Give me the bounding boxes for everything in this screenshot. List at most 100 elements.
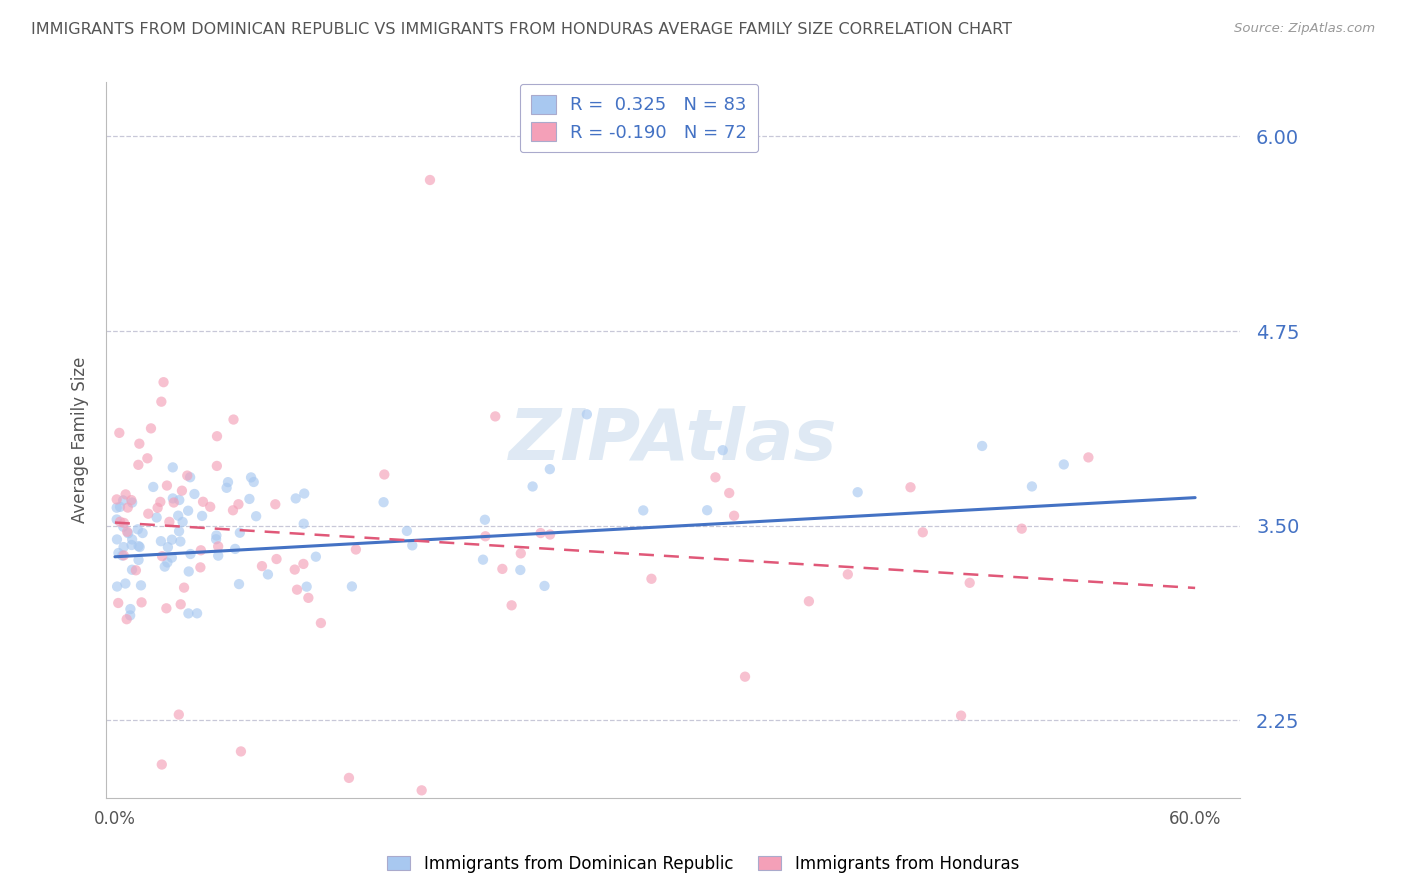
Point bbox=[163, 495, 186, 509]
Point bbox=[240, 470, 263, 484]
Point bbox=[205, 533, 228, 547]
Point bbox=[395, 524, 418, 538]
Text: ZIPAtlas: ZIPAtlas bbox=[509, 406, 837, 475]
Point bbox=[509, 563, 531, 577]
Point bbox=[105, 500, 128, 515]
Point bbox=[837, 567, 859, 582]
Point bbox=[474, 513, 496, 527]
Point bbox=[107, 546, 129, 560]
Point bbox=[150, 394, 173, 409]
Point bbox=[150, 757, 173, 772]
Point bbox=[509, 546, 531, 560]
Point bbox=[530, 526, 553, 541]
Legend: R =  0.325   N = 83, R = -0.190   N = 72: R = 0.325 N = 83, R = -0.190 N = 72 bbox=[520, 84, 758, 153]
Point bbox=[797, 594, 820, 608]
Point bbox=[105, 580, 128, 594]
Legend: Immigrants from Dominican Republic, Immigrants from Honduras: Immigrants from Dominican Republic, Immi… bbox=[380, 848, 1026, 880]
Point bbox=[1077, 450, 1099, 465]
Point bbox=[177, 607, 200, 621]
Point bbox=[121, 533, 143, 547]
Point bbox=[136, 507, 159, 521]
Point bbox=[162, 460, 184, 475]
Point bbox=[257, 567, 280, 582]
Point bbox=[284, 563, 307, 577]
Point bbox=[108, 425, 131, 440]
Point bbox=[136, 451, 159, 466]
Point bbox=[292, 516, 315, 531]
Point bbox=[114, 576, 136, 591]
Point bbox=[115, 524, 138, 539]
Point bbox=[704, 470, 727, 484]
Point bbox=[474, 529, 496, 543]
Point bbox=[105, 533, 128, 547]
Point bbox=[491, 562, 513, 576]
Point bbox=[169, 534, 191, 549]
Point bbox=[538, 462, 561, 476]
Point bbox=[179, 547, 201, 561]
Point bbox=[152, 375, 174, 389]
Point bbox=[950, 708, 973, 723]
Point bbox=[167, 707, 190, 722]
Point bbox=[250, 559, 273, 574]
Point bbox=[538, 527, 561, 541]
Point bbox=[172, 515, 194, 529]
Point bbox=[105, 512, 128, 526]
Point bbox=[155, 601, 177, 615]
Point bbox=[146, 500, 169, 515]
Point bbox=[149, 495, 172, 509]
Point bbox=[149, 534, 172, 549]
Point bbox=[419, 173, 441, 187]
Point bbox=[200, 500, 222, 514]
Point bbox=[217, 475, 239, 490]
Point bbox=[205, 429, 228, 443]
Point bbox=[207, 540, 229, 554]
Point bbox=[228, 497, 250, 511]
Point bbox=[224, 541, 246, 556]
Point bbox=[112, 493, 135, 508]
Point bbox=[129, 578, 152, 592]
Point bbox=[292, 557, 315, 571]
Point bbox=[170, 483, 193, 498]
Point bbox=[128, 539, 150, 553]
Point bbox=[215, 481, 238, 495]
Point bbox=[373, 467, 395, 482]
Point bbox=[114, 487, 136, 501]
Point bbox=[105, 492, 128, 507]
Point bbox=[340, 579, 363, 593]
Point bbox=[176, 468, 198, 483]
Point bbox=[911, 525, 934, 540]
Point bbox=[179, 470, 201, 484]
Y-axis label: Average Family Size: Average Family Size bbox=[72, 357, 89, 524]
Point bbox=[145, 510, 167, 524]
Text: Source: ZipAtlas.com: Source: ZipAtlas.com bbox=[1234, 22, 1375, 36]
Point bbox=[401, 538, 423, 552]
Point bbox=[484, 409, 506, 424]
Point bbox=[1021, 479, 1043, 493]
Point bbox=[128, 436, 150, 450]
Point bbox=[309, 615, 332, 630]
Point bbox=[900, 480, 922, 494]
Point bbox=[167, 508, 190, 523]
Point bbox=[121, 563, 143, 577]
Point bbox=[229, 744, 252, 758]
Point bbox=[411, 783, 433, 797]
Point bbox=[112, 516, 135, 530]
Point bbox=[125, 563, 148, 577]
Point bbox=[522, 479, 544, 493]
Point bbox=[228, 577, 250, 591]
Point bbox=[121, 538, 143, 552]
Point bbox=[128, 540, 150, 554]
Point bbox=[156, 540, 179, 554]
Point bbox=[117, 526, 139, 541]
Point bbox=[297, 591, 319, 605]
Point bbox=[205, 458, 228, 473]
Point bbox=[222, 412, 245, 426]
Point bbox=[337, 771, 360, 785]
Point bbox=[229, 525, 252, 540]
Point bbox=[696, 503, 718, 517]
Point bbox=[157, 515, 180, 529]
Point bbox=[284, 491, 307, 506]
Point bbox=[846, 485, 869, 500]
Point bbox=[120, 602, 142, 616]
Point bbox=[264, 497, 287, 511]
